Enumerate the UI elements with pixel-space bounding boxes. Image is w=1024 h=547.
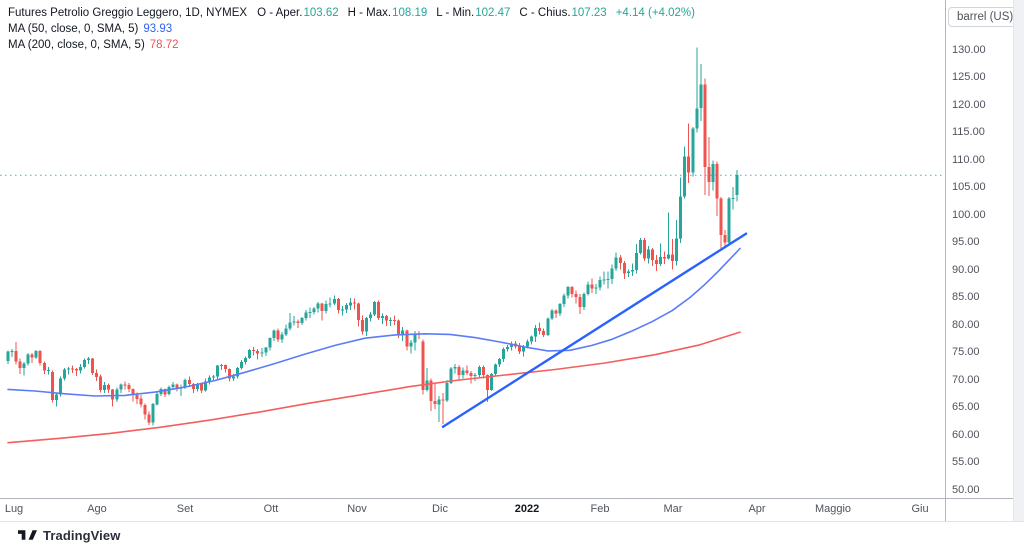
change-value: +4.14 (+4.02%) [615,7,695,19]
price-tick-label: 110.00 [952,153,985,166]
ohlc-high: H - Max.108.19 [347,7,428,19]
price-tick-label: 105.00 [952,181,986,193]
tradingview-link[interactable]: TradingView [18,528,120,543]
attribution-footer: TradingView [18,526,120,544]
time-tick-label: Lug [4,503,24,515]
price-tick-label: 50.00 [952,483,980,496]
ohlc-low: L - Min.102.47 [436,7,511,19]
chart-legend: Futures Petrolio Greggio Leggero, 1D, NY… [8,5,695,53]
candlestick-chart[interactable] [0,0,945,498]
price-tick-label: 55.00 [952,456,980,468]
ma200-legend-row[interactable]: MA (200, close, 0, SMA, 5) 78.72 [8,37,695,53]
pane-bottom-border [0,498,1013,499]
ohlc-close: C - Chius.107.23 [519,7,607,19]
candles-layer [6,47,739,426]
price-tick-label: 75.00 [952,346,980,358]
right-edge-strip [1013,0,1024,521]
ma50-legend-row[interactable]: MA (50, close, 0, SMA, 5) 93.93 [8,21,695,37]
widget-bottom-border [0,521,1024,522]
price-tick-label: 90.00 [952,263,980,276]
price-tick-label: 80.00 [952,318,980,331]
ma50-line [7,247,741,397]
axis-left-border [945,0,946,521]
symbol-legend-row[interactable]: Futures Petrolio Greggio Leggero, 1D, NY… [8,5,695,21]
tradingview-logo-icon [18,529,37,540]
price-tick-label: 115.00 [952,126,985,138]
time-tick-label: Ott [263,503,279,515]
trendline-drawing[interactable] [441,232,748,428]
price-tick-label: 130.00 [952,43,986,56]
time-tick-label: Set [176,503,194,515]
time-tick-label: Maggio [814,503,852,515]
price-tick-label: 85.00 [952,291,980,303]
time-tick-label: Giu [911,503,929,515]
time-tick-label: Apr [748,503,766,515]
time-tick-label: Nov [347,503,367,515]
price-tick-label: 65.00 [952,401,980,413]
time-axis[interactable]: Lug Ago Set Ott Nov Dic 2022 Feb Mar Apr Maggio Giu [0,499,1013,520]
time-tick-label: Ago [87,503,107,515]
time-tick-label: 2022 [514,503,540,515]
ohlc-open: O - Aper.103.62 [257,7,339,19]
ma50-label: MA (50, close, 0, SMA, 5) [8,23,139,35]
time-tick-label: Dic [432,503,448,515]
ma200-label: MA (200, close, 0, SMA, 5) [8,39,145,51]
unit-button[interactable]: barrel (US) [948,7,1023,27]
ma200-value: 78.72 [149,39,179,51]
ma200-line [7,331,741,444]
price-tick-label: 125.00 [952,71,986,83]
price-axis[interactable]: 130.00 125.00 120.00 115.00 110.00 105.00 100.… [946,0,1013,498]
tradingview-logo-text: TradingView [43,527,121,543]
ma50-value: 93.93 [143,23,173,35]
time-tick-label: Mar [663,503,683,515]
price-tick-label: 70.00 [952,373,980,386]
symbol-title: Futures Petrolio Greggio Leggero, 1D, NY… [8,7,248,19]
price-tick-label: 60.00 [952,428,980,441]
chart-pane: Futures Petrolio Greggio Leggero, 1D, NY… [0,0,945,498]
time-tick-label: Feb [590,503,610,515]
price-tick-label: 100.00 [952,208,986,221]
price-tick-label: 120.00 [952,98,986,111]
price-tick-label: 95.00 [952,236,980,248]
